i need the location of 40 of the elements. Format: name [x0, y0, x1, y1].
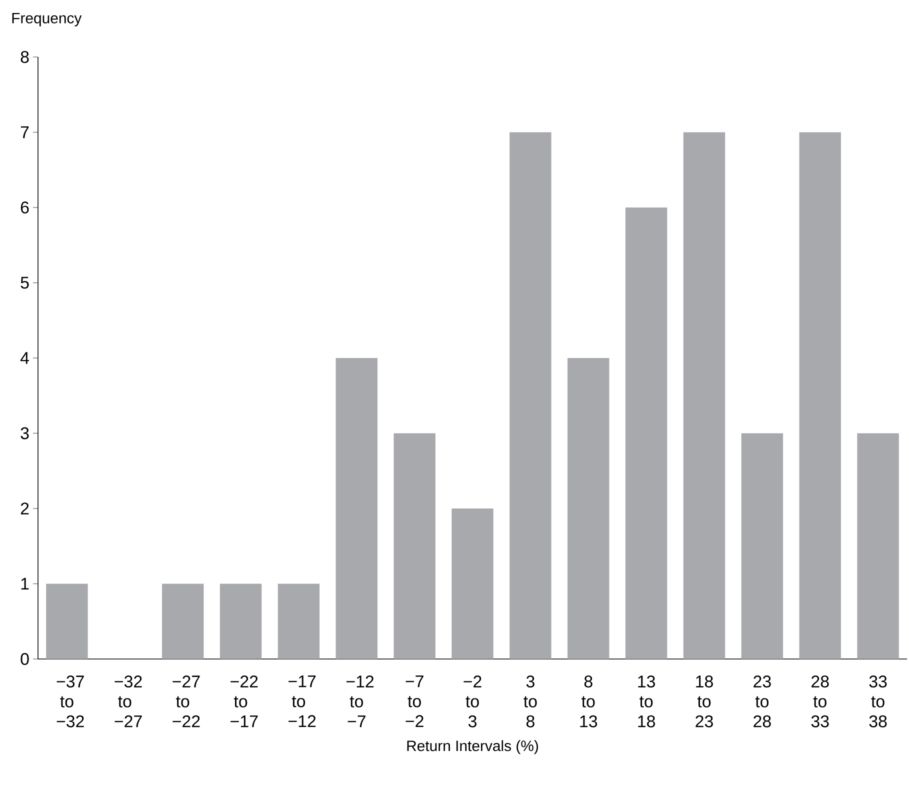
y-tick-label: 3 — [20, 427, 29, 440]
y-tick-label: 0 — [20, 652, 29, 665]
bar — [857, 433, 899, 659]
bar — [278, 584, 320, 659]
bar — [452, 508, 494, 659]
y-tick-label: 6 — [20, 201, 29, 214]
x-tick-label: −2 to 3 — [464, 676, 482, 728]
x-tick-label: 28 to 33 — [811, 676, 829, 728]
x-tick-label: −17 to −12 — [288, 676, 316, 728]
y-tick-label: 5 — [20, 276, 29, 289]
x-tick-label: 23 to 28 — [754, 676, 771, 728]
x-tick-label: 8 to 13 — [580, 676, 598, 728]
bar — [683, 132, 726, 659]
x-tick-label: −27 to −22 — [172, 676, 200, 728]
y-tick-label: 1 — [21, 578, 29, 590]
y-tick-label: 8 — [20, 50, 29, 63]
y-tick-label: 4 — [20, 352, 29, 364]
x-tick-label: −22 to −17 — [230, 676, 258, 728]
x-tick-label: −12 to −7 — [346, 676, 374, 728]
bar — [46, 584, 88, 659]
bar — [625, 207, 668, 659]
x-tick-label: −37 to −32 — [56, 676, 84, 728]
bar — [799, 132, 841, 659]
bar — [568, 358, 610, 659]
x-tick-label: 3 to 8 — [524, 676, 537, 728]
bar — [510, 132, 552, 659]
x-tick-label: 33 to 38 — [869, 676, 887, 728]
y-tick-label: 2 — [20, 502, 29, 514]
bar — [220, 584, 262, 659]
y-tick-label: 7 — [20, 126, 29, 138]
bar — [394, 433, 436, 659]
x-tick-label: 18 to 23 — [696, 676, 713, 728]
x-tick-label: −32 to −27 — [114, 676, 142, 728]
y-axis-title: Frequency — [12, 13, 82, 26]
bar — [336, 358, 378, 659]
x-axis-title: Return Intervals (%) — [407, 740, 538, 754]
x-tick-label: 13 to 18 — [638, 676, 655, 728]
bar — [162, 584, 204, 659]
bar — [741, 433, 784, 659]
x-tick-label: −7 to −2 — [406, 676, 424, 728]
